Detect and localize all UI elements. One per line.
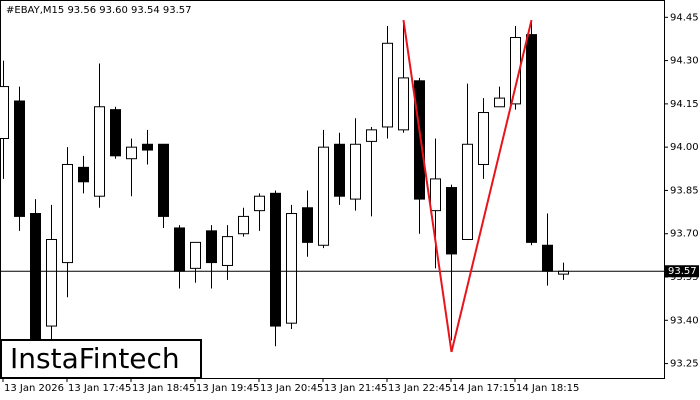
y-tick-label: 94.45 — [670, 12, 699, 23]
candle-body — [206, 230, 217, 264]
chart-title: #EBAY,M15 93.56 93.60 93.54 93.57 — [6, 5, 192, 16]
candle-body — [286, 213, 297, 324]
candle-body — [190, 241, 201, 269]
candle-body — [62, 163, 73, 264]
logo: InstaFintech — [10, 342, 180, 375]
candle-body — [78, 166, 89, 183]
candle-body — [158, 143, 169, 217]
x-tick-label: 13 Jan 19:45 — [196, 383, 259, 394]
candle-body — [542, 244, 553, 272]
y-tick-label: 93.40 — [670, 315, 699, 326]
x-tick-label: 13 Jan 21:45 — [324, 383, 387, 394]
candle-body — [126, 146, 137, 160]
y-tick-label: 94.15 — [670, 99, 699, 110]
candle-body — [46, 238, 57, 327]
candle-body — [382, 42, 393, 128]
candle-body — [318, 146, 329, 246]
candle-body — [222, 236, 233, 266]
current-price-label: 93.57 — [668, 266, 697, 277]
plot-frame — [0, 0, 665, 379]
candle-body — [366, 129, 377, 142]
x-tick-label: 14 Jan 18:15 — [516, 383, 579, 394]
candle-body — [270, 192, 281, 327]
candle-body — [14, 100, 25, 217]
y-tick-label: 93.70 — [670, 229, 699, 240]
candle-body — [142, 143, 153, 151]
y-tick-label: 93.55 — [670, 272, 699, 283]
y-tick-label: 94.00 — [670, 142, 699, 153]
pattern-line — [402, 20, 453, 353]
candle-body — [462, 143, 473, 240]
candle-body — [110, 109, 121, 157]
candle-body — [446, 187, 457, 255]
x-tick-label: 13 Jan 18:45 — [132, 383, 195, 394]
pattern-line — [450, 19, 533, 353]
candle-body — [30, 213, 41, 347]
y-tick-label: 94.30 — [670, 56, 699, 67]
candle-body — [526, 34, 537, 243]
x-tick-label: 14 Jan 17:15 — [452, 383, 515, 394]
candle-body — [510, 37, 521, 105]
candle-body — [302, 207, 313, 243]
y-tick-label: 93.25 — [670, 359, 699, 370]
candle-body — [334, 143, 345, 197]
x-tick-label: 13 Jan 17:45 — [68, 383, 131, 394]
x-tick-label: 13 Jan 20:45 — [260, 383, 323, 394]
candle-body — [494, 97, 505, 108]
x-tick-label: 13 Jan 22:45 — [388, 383, 451, 394]
y-tick-label: 93.85 — [670, 185, 699, 196]
candle-body — [174, 227, 185, 272]
x-tick-label: 13 Jan 2026 — [4, 383, 64, 394]
candle-body — [0, 86, 9, 140]
current-price-box — [665, 265, 699, 278]
candle-body — [398, 77, 409, 131]
candle-body — [238, 215, 249, 235]
candle-body — [414, 80, 425, 200]
candle-body — [430, 178, 441, 212]
candle-body — [94, 106, 105, 197]
candle-body — [478, 112, 489, 165]
logo-box — [0, 339, 202, 379]
candle-body — [350, 143, 361, 200]
candle-body — [254, 195, 265, 212]
